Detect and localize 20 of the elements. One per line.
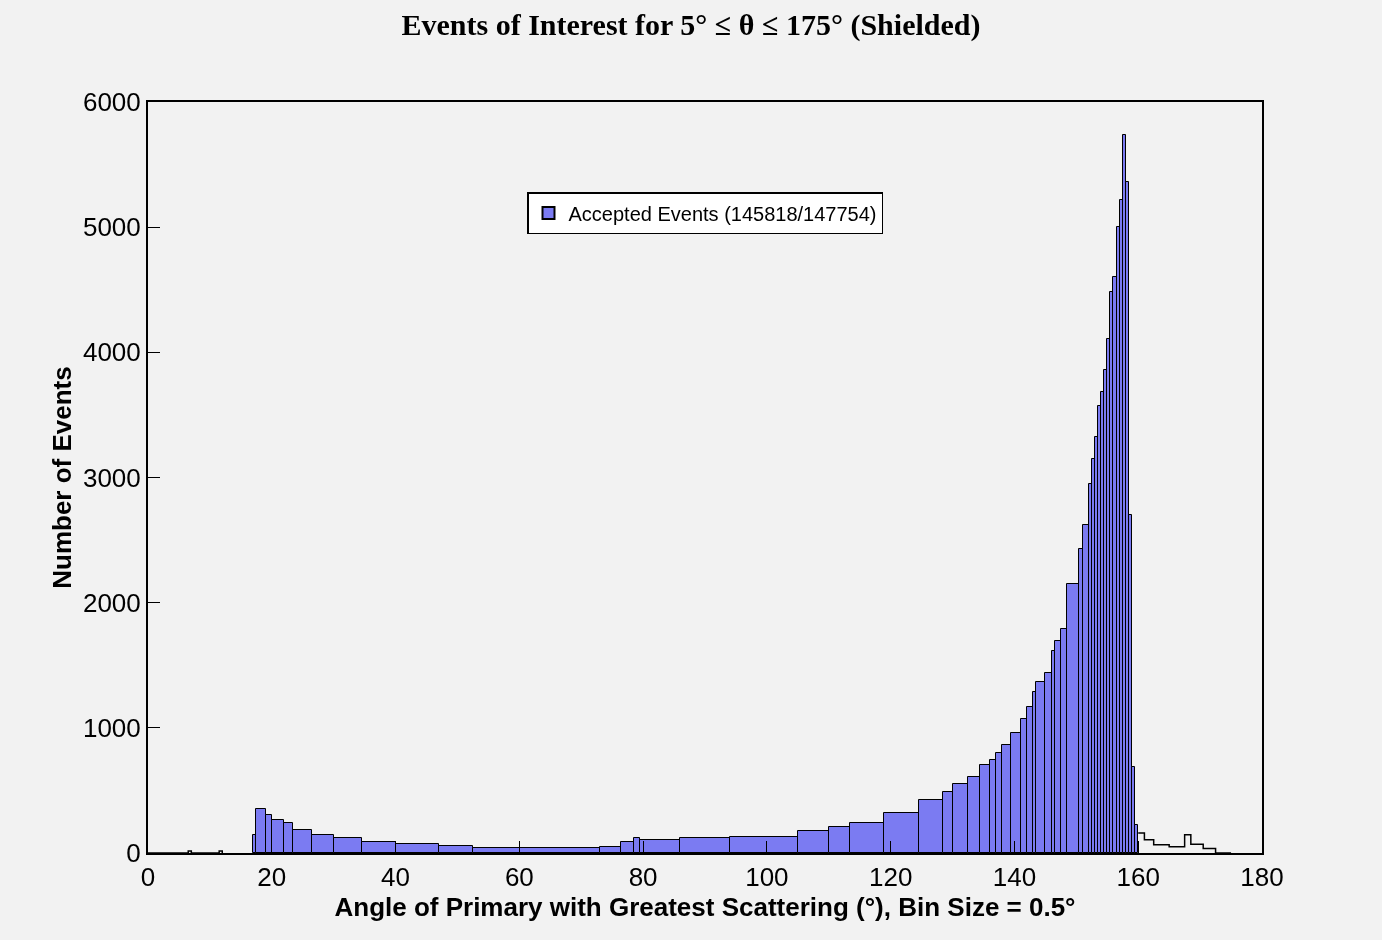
- x-tick-label: 180: [1240, 862, 1284, 893]
- y-tick-label: 6000: [82, 87, 141, 118]
- y-tick-label: 2000: [82, 587, 141, 618]
- y-tick-label: 4000: [82, 337, 141, 368]
- x-tick-label: 60: [504, 862, 534, 893]
- y-tick-label: 3000: [82, 462, 141, 493]
- x-tick-label: 20: [257, 862, 287, 893]
- x-tick-label: 100: [745, 862, 789, 893]
- x-tick-label: 140: [992, 862, 1037, 893]
- legend-label: Accepted Events (145818/147754): [568, 202, 877, 225]
- x-axis-title: Angle of Primary with Greatest Scattering (°), Bin Size = 0.5°: [334, 892, 1076, 923]
- x-tick-label: 80: [628, 862, 658, 893]
- y-tick-label: 5000: [82, 212, 141, 243]
- y-tick-label: 0: [126, 838, 141, 869]
- chart-title: Events of Interest for 5° ≤ θ ≤ 175° (Shielded): [401, 8, 981, 43]
- y-axis-title: Number of Events: [46, 366, 77, 589]
- x-tick-label: 160: [1116, 862, 1160, 893]
- x-tick-label: 40: [381, 862, 411, 893]
- x-tick-label: 120: [868, 862, 913, 893]
- y-tick-label: 1000: [82, 712, 141, 743]
